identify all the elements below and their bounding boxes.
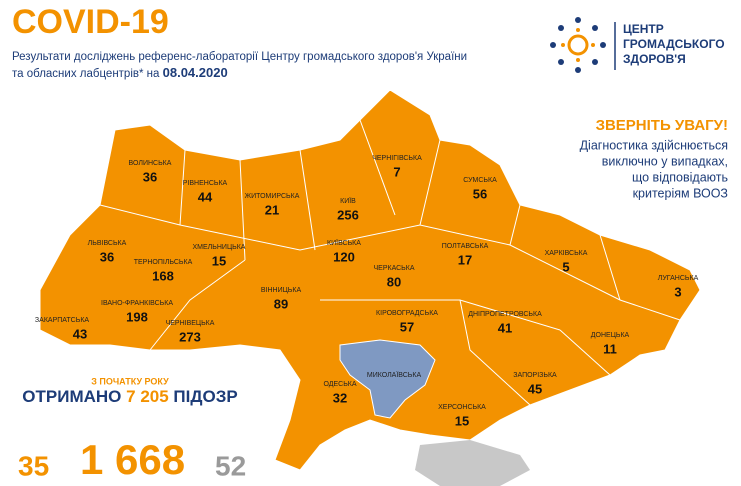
region-name: РІВНЕНСЬКА — [183, 180, 228, 187]
bottom-right: 52 — [215, 450, 246, 481]
region-value: 15 — [212, 253, 226, 268]
region-value: 32 — [333, 390, 347, 405]
summary-suspicions: ПІДОЗР — [173, 387, 237, 406]
region-name: КИЇВСЬКА — [327, 239, 361, 247]
region-value: 120 — [333, 249, 355, 264]
region-value: 168 — [152, 268, 174, 283]
region-name: ЗАКАРПАТСЬКА — [35, 317, 89, 324]
region-name: ОДЕСЬКА — [323, 381, 356, 388]
map-ukraine — [39, 89, 701, 471]
region-name: ЛУГАНСЬКА — [658, 275, 699, 282]
region-value: 57 — [400, 319, 414, 334]
subtitle: Результати досліджень референс-лаборатор… — [12, 51, 467, 63]
region-name: ДНІПРОПЕТРОВСЬКА — [468, 311, 542, 318]
logo-text: ЗДОРОВ'Я — [623, 52, 686, 66]
bottom-left: 35 — [18, 450, 49, 481]
summary: ОТРИМАНО 7 205 ПІДОЗР — [22, 387, 237, 406]
notice-line: критеріям ВООЗ — [633, 186, 728, 200]
region-value: 56 — [473, 186, 487, 201]
region-name: ВІННИЦЬКА — [261, 287, 302, 294]
region-name: ХЕРСОНСЬКА — [438, 404, 486, 411]
map-crimea — [415, 440, 530, 486]
region-name: ХМЕЛЬНИЦЬКА — [193, 244, 246, 251]
subtitle-text: та обласних лабцентрів* на — [12, 68, 160, 80]
notice-line: виключно у випадках, — [602, 154, 728, 168]
summary-count: 7 205 — [126, 387, 169, 406]
region-value: 198 — [126, 309, 148, 324]
region-value: 36 — [143, 169, 157, 184]
region-name: ДОНЕЦЬКА — [591, 332, 630, 339]
region-name: ЧЕРКАСЬКА — [374, 265, 415, 272]
region-value: 89 — [274, 296, 288, 311]
bottom-center: 1 668 — [80, 436, 185, 483]
subtitle: та обласних лабцентрів* на 08.04.2020 — [12, 65, 228, 80]
region-value: 256 — [337, 207, 359, 222]
region-name: ЧЕРНІГІВСЬКА — [372, 155, 422, 162]
map-mykolaiv — [339, 339, 436, 419]
region-value: 11 — [603, 341, 617, 356]
region-name: ХАРКІВСЬКА — [545, 250, 588, 257]
logo-mark — [550, 17, 616, 73]
region-value: 17 — [458, 252, 472, 267]
region-value: 36 — [100, 249, 114, 264]
region-name: ЧЕРНІВЕЦЬКА — [166, 320, 215, 327]
region-name: ВОЛИНСЬКА — [129, 160, 172, 167]
region-value: 273 — [179, 329, 201, 344]
region-name: КІРОВОГРАДСЬКА — [376, 310, 438, 317]
region-name: ЛЬВІВСЬКА — [88, 240, 127, 247]
region-borders — [99, 119, 681, 406]
region-name: ЖИТОМИРСЬКА — [245, 193, 300, 200]
region-value: 15 — [455, 413, 469, 428]
notice-line: що відповідають — [632, 170, 728, 184]
region-name: ІВАНО-ФРАНКІВСЬКА — [101, 300, 173, 307]
region-name: ПОЛТАВСЬКА — [442, 243, 489, 250]
logo-text: ЦЕНТР — [623, 22, 664, 36]
region-value: 43 — [73, 326, 87, 341]
summary-received: ОТРИМАНО — [22, 387, 121, 406]
region-value: 44 — [198, 189, 213, 204]
logo-text: ГРОМАДСЬКОГО — [623, 37, 725, 51]
regions: ВОЛИНСЬКА 36 РІВНЕНСЬКА 44 ЖИТОМИРСЬКА 21 КИЇВ… — [35, 155, 699, 429]
region-value: 80 — [387, 274, 401, 289]
region-value: 5 — [562, 259, 569, 274]
region-name: КИЇВ — [340, 197, 356, 205]
notice-line: Діагностика здійснюється — [580, 138, 728, 152]
summary-since: З ПОЧАТКУ РОКУ — [91, 376, 169, 386]
title: COVID-19 — [12, 3, 169, 41]
region-value: 21 — [265, 202, 279, 217]
region-name: МИКОЛАЇВСЬКА — [367, 371, 422, 379]
region-value: 7 — [393, 164, 400, 179]
date: 08.04.2020 — [163, 65, 228, 80]
region-name: СУМСЬКА — [463, 177, 497, 184]
notice-title: ЗВЕРНІТЬ УВАГУ! — [596, 117, 728, 134]
region-value: 45 — [528, 381, 542, 396]
notice: Діагностика здійснюється виключно у випад… — [580, 138, 728, 200]
region-name: ЗАПОРІЗЬКА — [513, 372, 557, 379]
region-value: 3 — [674, 284, 681, 299]
region-name: ТЕРНОПІЛЬСЬКА — [134, 259, 193, 266]
region-value: 41 — [498, 320, 512, 335]
